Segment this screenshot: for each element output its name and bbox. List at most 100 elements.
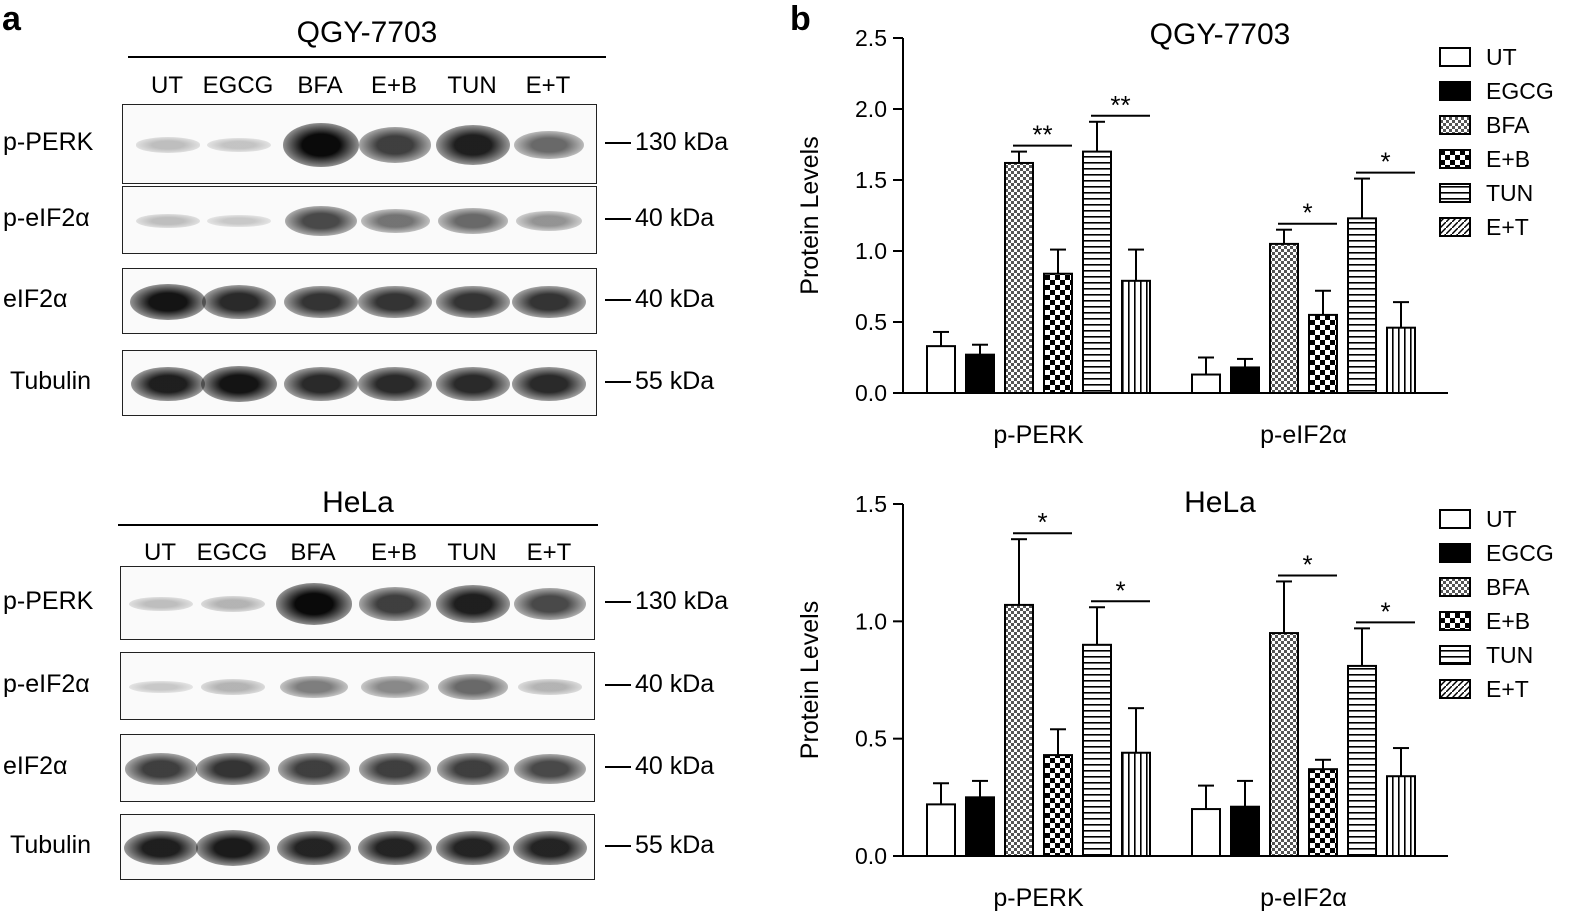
legend-label: UT xyxy=(1486,506,1517,532)
lane-label: E+T xyxy=(526,539,572,566)
y-axis-label: Protein Levels xyxy=(796,601,824,759)
lane-label: UT xyxy=(144,539,176,566)
significance-label: * xyxy=(1037,507,1047,537)
category-label: p-eIF2α xyxy=(1260,421,1347,449)
legend-label: BFA xyxy=(1486,574,1530,600)
title-underline xyxy=(128,56,606,58)
protein-band xyxy=(284,285,358,319)
y-tick-label: 0.5 xyxy=(855,309,887,335)
bar-egcg xyxy=(965,796,995,858)
category-label: p-PERK xyxy=(993,421,1084,449)
legend-label: E+B xyxy=(1486,608,1530,634)
category-label: p-eIF2α xyxy=(1260,884,1347,912)
bar-ut xyxy=(926,345,956,395)
bar-ut xyxy=(1191,373,1221,395)
protein-band xyxy=(436,285,510,319)
y-tick-label: 0.0 xyxy=(855,380,887,406)
protein-band xyxy=(512,367,586,401)
significance-label: * xyxy=(1380,147,1390,177)
blot-row-label: eIF2α xyxy=(3,752,68,780)
legend-swatch xyxy=(1439,183,1471,203)
legend-swatch xyxy=(1439,577,1471,597)
blot-row-label: eIF2α xyxy=(3,285,68,313)
bar-eplusb xyxy=(1308,768,1338,858)
chart-title: HeLa xyxy=(1184,486,1256,519)
protein-band xyxy=(514,754,586,784)
legend-swatch xyxy=(1439,149,1471,169)
significance-label: ** xyxy=(1032,120,1052,150)
bar-chart-qgy7703: 0.0 0.5 1.0 1.5 2.0 2.5 Protein Levels QGY-7703… xyxy=(796,18,1554,449)
legend-label: BFA xyxy=(1486,112,1530,138)
legend-swatch xyxy=(1439,509,1471,529)
protein-band xyxy=(207,137,271,152)
protein-band xyxy=(357,830,433,866)
legend-swatch xyxy=(1439,645,1471,665)
bar-eplust xyxy=(1386,326,1416,394)
bar-bfa xyxy=(1004,603,1034,857)
y-tick-label: 0.0 xyxy=(855,843,887,869)
blot-title: QGY-7703 xyxy=(296,16,438,49)
protein-band xyxy=(436,367,510,401)
legend-swatch xyxy=(1439,115,1471,135)
protein-band xyxy=(276,583,352,625)
blot-row-label: Tubulin xyxy=(10,367,92,395)
molecular-weight-marker: 40 kDa xyxy=(605,287,714,312)
legend-label: EGCG xyxy=(1486,540,1554,566)
y-tick-label: 1.0 xyxy=(855,238,887,264)
molecular-weight-marker: 55 kDa xyxy=(605,369,714,394)
bar-eplust xyxy=(1121,751,1151,858)
protein-band xyxy=(514,130,584,160)
legend-label: EGCG xyxy=(1486,78,1554,104)
protein-band xyxy=(130,366,206,402)
blot-row-label: p-PERK xyxy=(3,587,94,615)
lane-label: TUN xyxy=(447,72,497,99)
bar-ut xyxy=(926,803,956,857)
lane-label: E+T xyxy=(525,72,571,99)
molecular-weight-marker: 40 kDa xyxy=(605,672,714,697)
marker-text: 40 kDa xyxy=(635,670,715,698)
lane-label: E+B xyxy=(370,72,418,99)
chart-title: QGY-7703 xyxy=(1150,18,1291,51)
significance-label: * xyxy=(1115,575,1125,605)
molecular-weight-marker: 55 kDa xyxy=(605,833,714,858)
significance-label: * xyxy=(1380,596,1390,626)
y-tick-label: 2.5 xyxy=(855,25,887,51)
category-label: p-PERK xyxy=(993,884,1084,912)
bar-bfa xyxy=(1004,161,1034,394)
marker-text: 130 kDa xyxy=(635,587,729,615)
protein-band xyxy=(123,830,199,866)
bar-eplusb xyxy=(1043,754,1073,857)
bar-tun xyxy=(1347,664,1377,857)
protein-band xyxy=(358,127,432,163)
y-tick-label: 1.5 xyxy=(855,167,887,193)
title-underline xyxy=(118,524,598,526)
protein-band xyxy=(284,367,358,401)
protein-band xyxy=(128,596,194,612)
bar-eplust xyxy=(1386,775,1416,858)
legend-swatch xyxy=(1439,611,1471,631)
marker-text: 55 kDa xyxy=(635,831,715,859)
blot-membrane xyxy=(120,734,595,802)
bar-eplusb xyxy=(1308,313,1338,394)
marker-text: 40 kDa xyxy=(635,752,715,780)
blot-title: HeLa xyxy=(322,486,394,519)
y-tick-label: 1.0 xyxy=(855,608,887,634)
legend-swatch xyxy=(1439,81,1471,101)
blot-row-label: p-eIF2α xyxy=(3,204,90,232)
y-tick-label: 0.5 xyxy=(855,726,887,752)
bar-bfa xyxy=(1269,632,1299,857)
marker-text: 40 kDa xyxy=(635,204,715,232)
legend-label: TUN xyxy=(1486,642,1533,668)
bar-bfa xyxy=(1269,242,1299,394)
panel-b-label: b xyxy=(790,0,811,38)
legend-swatch xyxy=(1439,679,1471,699)
blot-row-label: p-PERK xyxy=(3,128,94,156)
bar-egcg xyxy=(1230,366,1260,395)
lane-label: BFA xyxy=(290,539,336,566)
blot-membrane xyxy=(120,652,595,720)
blot-membrane xyxy=(122,350,597,416)
legend-swatch xyxy=(1439,47,1471,67)
legend-label: TUN xyxy=(1486,180,1533,206)
molecular-weight-marker: 130 kDa xyxy=(605,589,728,614)
y-tick-label: 2.0 xyxy=(855,96,887,122)
